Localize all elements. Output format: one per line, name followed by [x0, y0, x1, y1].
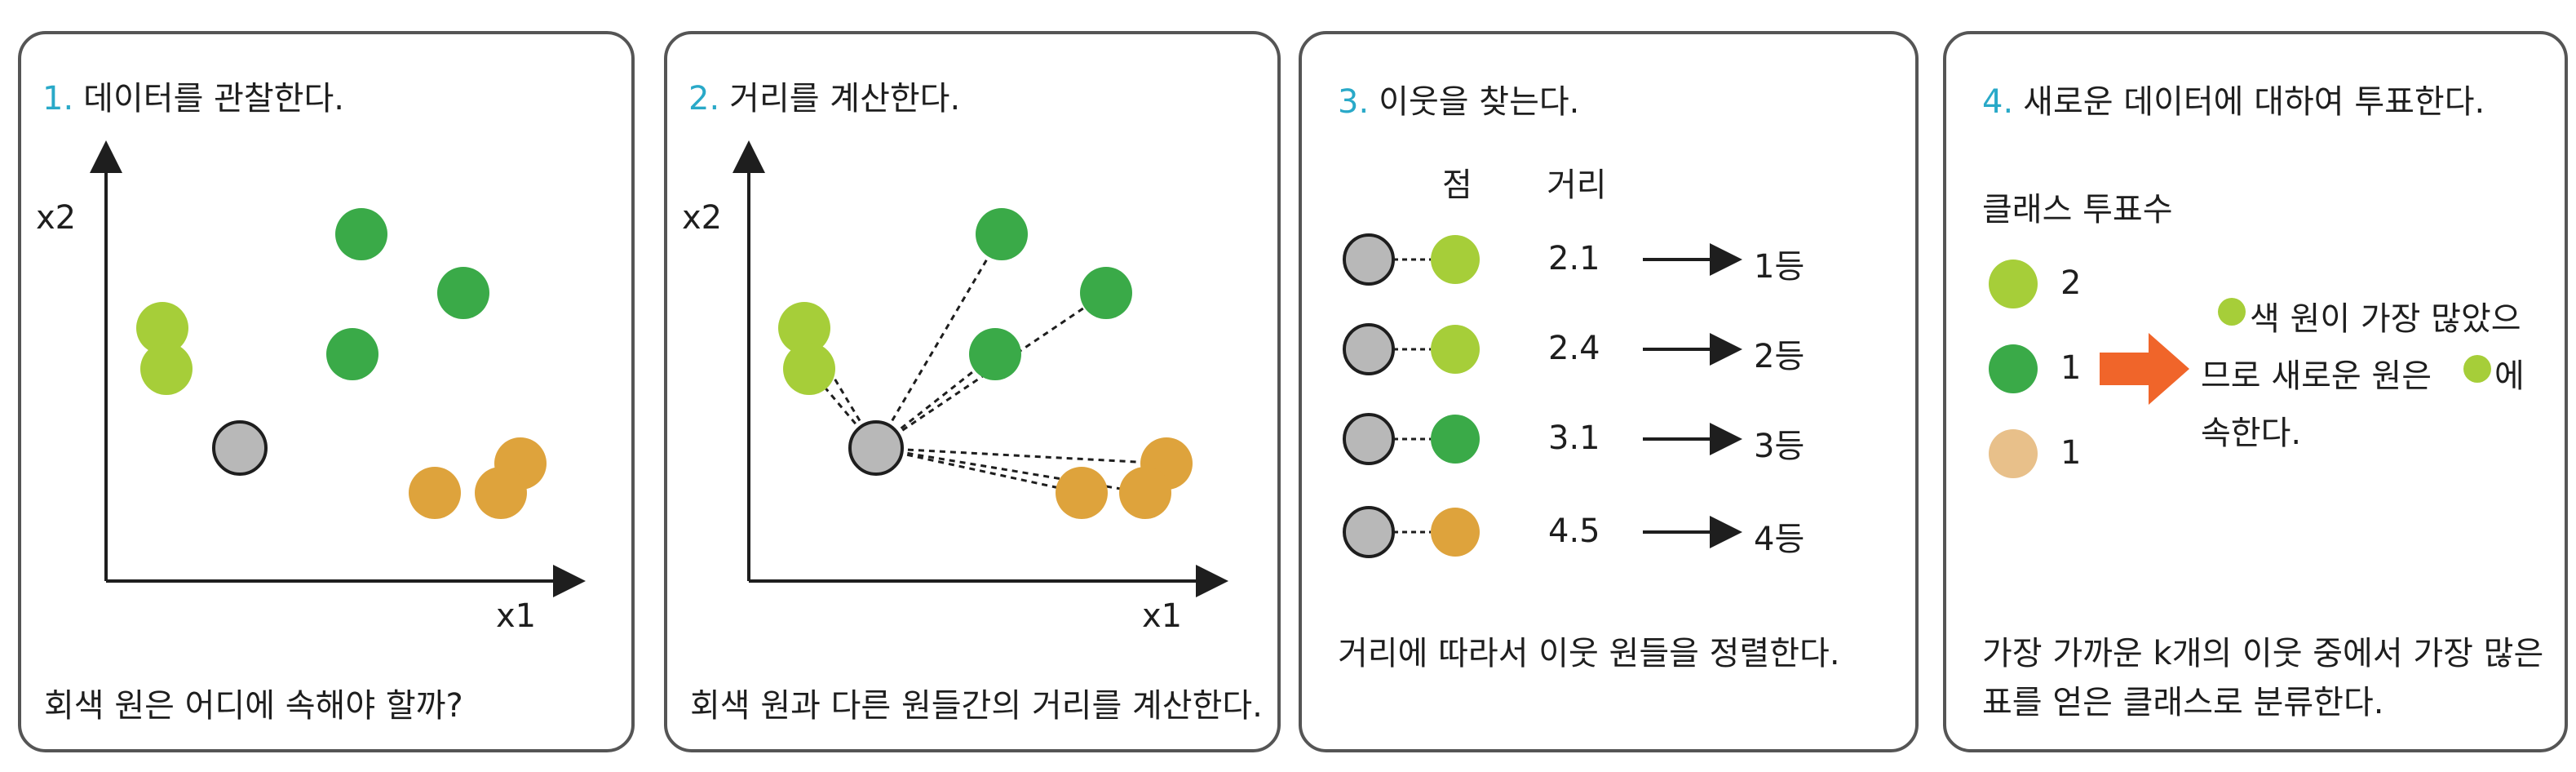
panel-2-point-orange: [1119, 467, 1171, 519]
row-1-distance: 2.1: [1548, 240, 1600, 277]
panel-4-title: 4. 새로운 데이터에 대하여 투표한다.: [1982, 75, 2485, 122]
panel-1-point-lightgreen: [136, 302, 188, 354]
vote-point-tan: [1989, 429, 2038, 478]
row-1-gray-point: [1343, 233, 1395, 286]
vote-count-lightgreen: 2: [2060, 264, 2082, 302]
panel-2-ylabel: x2: [682, 199, 723, 237]
row-2-rank: 2등: [1754, 338, 1805, 375]
panel-1-point-orange: [475, 467, 527, 519]
panel-2-title-text: 거리를 계산한다.: [729, 80, 961, 118]
panel-1-ylabel: x2: [36, 199, 77, 237]
row-2-gray-point: [1343, 323, 1395, 375]
panel-2-caption: 회색 원과 다른 원들간의 거리를 계산한다.: [690, 687, 1263, 725]
panel-2-point-green: [1080, 267, 1132, 319]
panel-1-title-text: 데이터를 관찰한다.: [83, 80, 345, 118]
result-line-1: 색 원이 가장 많았으: [2250, 300, 2521, 338]
column-header-distance: 거리: [1547, 166, 1607, 204]
panel-1-caption: 회색 원은 어디에 속해야 할까?: [44, 687, 463, 725]
panel-2-number: 2.: [688, 80, 720, 118]
panel-2-point-green: [976, 208, 1028, 260]
vote-count-green: 1: [2060, 349, 2082, 387]
panel-4-votes: [1989, 260, 2491, 478]
panel-3-title-text: 이웃을 찾는다.: [1379, 83, 1580, 121]
panel-3-title: 3. 이웃을 찾는다.: [1338, 75, 1579, 122]
row-3-neighbor-point: [1431, 415, 1480, 464]
panel-4: 4. 새로운 데이터에 대하여 투표한다. 클래스 투표수 2 1 1 색 원이 …: [1943, 31, 2568, 752]
panel-1-point-green: [335, 208, 387, 260]
row-4-distance: 4.5: [1548, 512, 1600, 550]
panel-1-point-green: [326, 328, 378, 380]
panel-2-plot: [733, 140, 1228, 597]
panel-1-point-green: [437, 267, 489, 319]
panel-1-number: 1.: [42, 80, 74, 118]
vote-header: 클래스 투표수: [1982, 191, 2173, 228]
result-inline-point: [2218, 298, 2246, 326]
panel-4-caption-line-1: 가장 가까운 k개의 이웃 중에서 가장 많은: [1982, 635, 2544, 672]
vote-point-lightgreen: [1989, 260, 2038, 308]
row-3-rank: 3등: [1754, 428, 1805, 465]
row-4-gray-point: [1343, 506, 1395, 558]
panel-2-point-gray: [848, 420, 904, 476]
result-line-2a: 므로 새로운 원은: [2201, 357, 2432, 395]
panel-1-point-orange: [409, 467, 461, 519]
panel-1-xlabel: x1: [496, 597, 537, 635]
panel-1-point-gray: [212, 420, 268, 476]
row-1-neighbor-point: [1431, 235, 1480, 284]
panel-2-point-orange: [1056, 467, 1108, 519]
panel-4-caption-line-2: 표를 얻은 클래스로 분류한다.: [1982, 684, 2384, 721]
row-4-rank: 4등: [1754, 521, 1805, 558]
panel-2-title: 2. 거리를 계산한다.: [688, 72, 960, 119]
row-2-distance: 2.4: [1548, 330, 1600, 367]
panel-1-plot: [90, 140, 586, 597]
vote-count-tan: 1: [2060, 434, 2082, 472]
row-2-neighbor-point: [1431, 325, 1480, 374]
panel-1-point-lightgreen: [140, 343, 193, 395]
column-header-point: 점: [1442, 166, 1472, 204]
panel-2-point-lightgreen: [778, 302, 830, 354]
panel-1: 1. 데이터를 관찰한다. x2 x1 회색 원은 어디에 속해야 할까?: [18, 31, 635, 752]
panel-3: 3. 이웃을 찾는다. 점 거리 2.1 1등 2.4 2등 3.1 3등 4: [1299, 31, 1919, 752]
panel-2: 2. 거리를 계산한다. x2 x1 회색 원과 다른 원들간의 거리를 계산한다…: [664, 31, 1281, 752]
result-arrow: [2100, 333, 2189, 405]
result-inline-point: [2463, 355, 2491, 383]
row-1-rank: 1등: [1754, 248, 1805, 286]
panel-1-title: 1. 데이터를 관찰한다.: [42, 72, 344, 119]
panel-3-number: 3.: [1338, 83, 1370, 121]
result-line-2b: 에: [2494, 357, 2525, 395]
row-3-gray-point: [1343, 413, 1395, 465]
panel-3-neighbor-rows: [1343, 233, 1742, 558]
panel-4-number: 4.: [1982, 83, 2014, 121]
row-3-distance: 3.1: [1548, 419, 1600, 457]
panel-2-point-green: [969, 328, 1021, 380]
result-line-3: 속한다.: [2201, 415, 2302, 452]
vote-point-green: [1989, 344, 2038, 393]
panel-3-caption: 거리에 따라서 이웃 원들을 정렬한다.: [1338, 635, 1840, 672]
panel-2-xlabel: x1: [1142, 597, 1183, 635]
panel-4-title-text: 새로운 데이터에 대하여 투표한다.: [2023, 83, 2485, 121]
row-4-neighbor-point: [1431, 508, 1480, 557]
panel-2-point-lightgreen: [783, 343, 835, 395]
